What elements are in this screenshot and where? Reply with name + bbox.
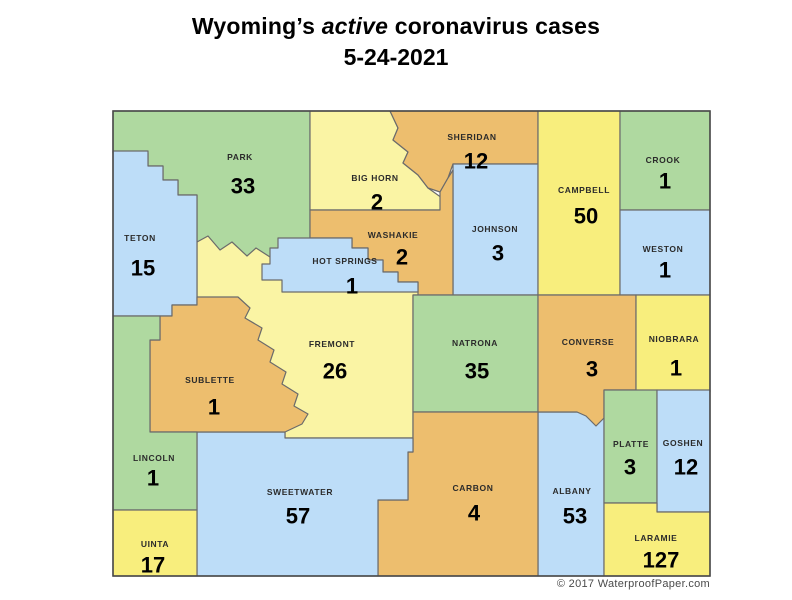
county-cases-park: 33 — [231, 174, 255, 199]
county-label-sublette: SUBLETTE — [185, 375, 235, 385]
title-prefix: Wyoming’s — [191, 13, 316, 39]
county-label-lincoln: LINCOLN — [133, 453, 175, 463]
county-cases-sheridan: 12 — [464, 149, 488, 174]
title-date: 5-24-2021 — [343, 43, 449, 70]
county-cases-weston: 1 — [659, 258, 671, 283]
county-label-laramie: LARAMIE — [635, 533, 678, 543]
county-cases-uinta: 17 — [141, 553, 165, 578]
county-cases-platte: 3 — [624, 455, 636, 480]
county-label-park: PARK — [227, 152, 253, 162]
county-cases-natrona: 35 — [465, 359, 489, 384]
county-cases-carbon: 4 — [468, 501, 481, 526]
title-line-1: Wyoming’s active coronavirus cases — [0, 12, 792, 41]
county-label-crook: CROOK — [646, 155, 681, 165]
map-outline — [112, 110, 711, 577]
county-cases-albany: 53 — [563, 504, 587, 529]
county-label-converse: CONVERSE — [562, 337, 615, 347]
county-cases-big-horn: 2 — [371, 190, 383, 215]
county-cases-sweetwater: 57 — [286, 504, 310, 529]
county-label-albany: ALBANY — [552, 486, 591, 496]
county-label-hot-springs: HOT SPRINGS — [312, 256, 377, 266]
county-label-fremont: FREMONT — [309, 339, 355, 349]
county-label-teton: TETON — [124, 233, 156, 243]
county-cases-crook: 1 — [659, 169, 671, 194]
county-label-johnson: JOHNSON — [472, 224, 518, 234]
county-cases-laramie: 127 — [643, 548, 680, 573]
county-cases-washakie: 2 — [396, 245, 408, 270]
county-label-niobrara: NIOBRARA — [649, 334, 700, 344]
county-label-washakie: WASHAKIE — [368, 230, 419, 240]
county-label-goshen: GOSHEN — [663, 438, 703, 448]
county-label-carbon: CARBON — [453, 483, 494, 493]
county-cases-fremont: 26 — [323, 359, 347, 384]
county-cases-sublette: 1 — [208, 395, 220, 420]
county-shape-goshen — [656, 389, 711, 513]
title-emphasis: active — [321, 13, 389, 39]
county-cases-lincoln: 1 — [147, 466, 159, 491]
county-shape-hot-springs — [261, 237, 419, 293]
title-suffix: coronavirus cases — [388, 13, 601, 39]
county-label-sheridan: SHERIDAN — [447, 132, 496, 142]
county-label-platte: PLATTE — [613, 439, 649, 449]
county-cases-converse: 3 — [586, 357, 598, 382]
county-shape-natrona — [412, 294, 539, 413]
county-label-campbell: CAMPBELL — [558, 185, 610, 195]
county-cases-campbell: 50 — [574, 204, 598, 229]
county-cases-goshen: 12 — [674, 455, 698, 480]
county-cases-hot-springs: 1 — [346, 274, 358, 299]
county-label-natrona: NATRONA — [452, 338, 498, 348]
copyright-attribution: © 2017 WaterproofPaper.com — [556, 578, 710, 590]
county-label-weston: WESTON — [643, 244, 684, 254]
county-label-big-horn: BIG HORN — [351, 173, 398, 183]
county-cases-teton: 15 — [131, 256, 155, 281]
county-shape-sublette — [149, 296, 309, 433]
county-cases-niobrara: 1 — [670, 356, 682, 381]
county-cases-johnson: 3 — [492, 241, 504, 266]
county-label-uinta: UINTA — [141, 539, 169, 549]
county-label-sweetwater: SWEETWATER — [267, 487, 333, 497]
page-title: Wyoming’s active coronavirus cases 5-24-… — [0, 12, 792, 72]
